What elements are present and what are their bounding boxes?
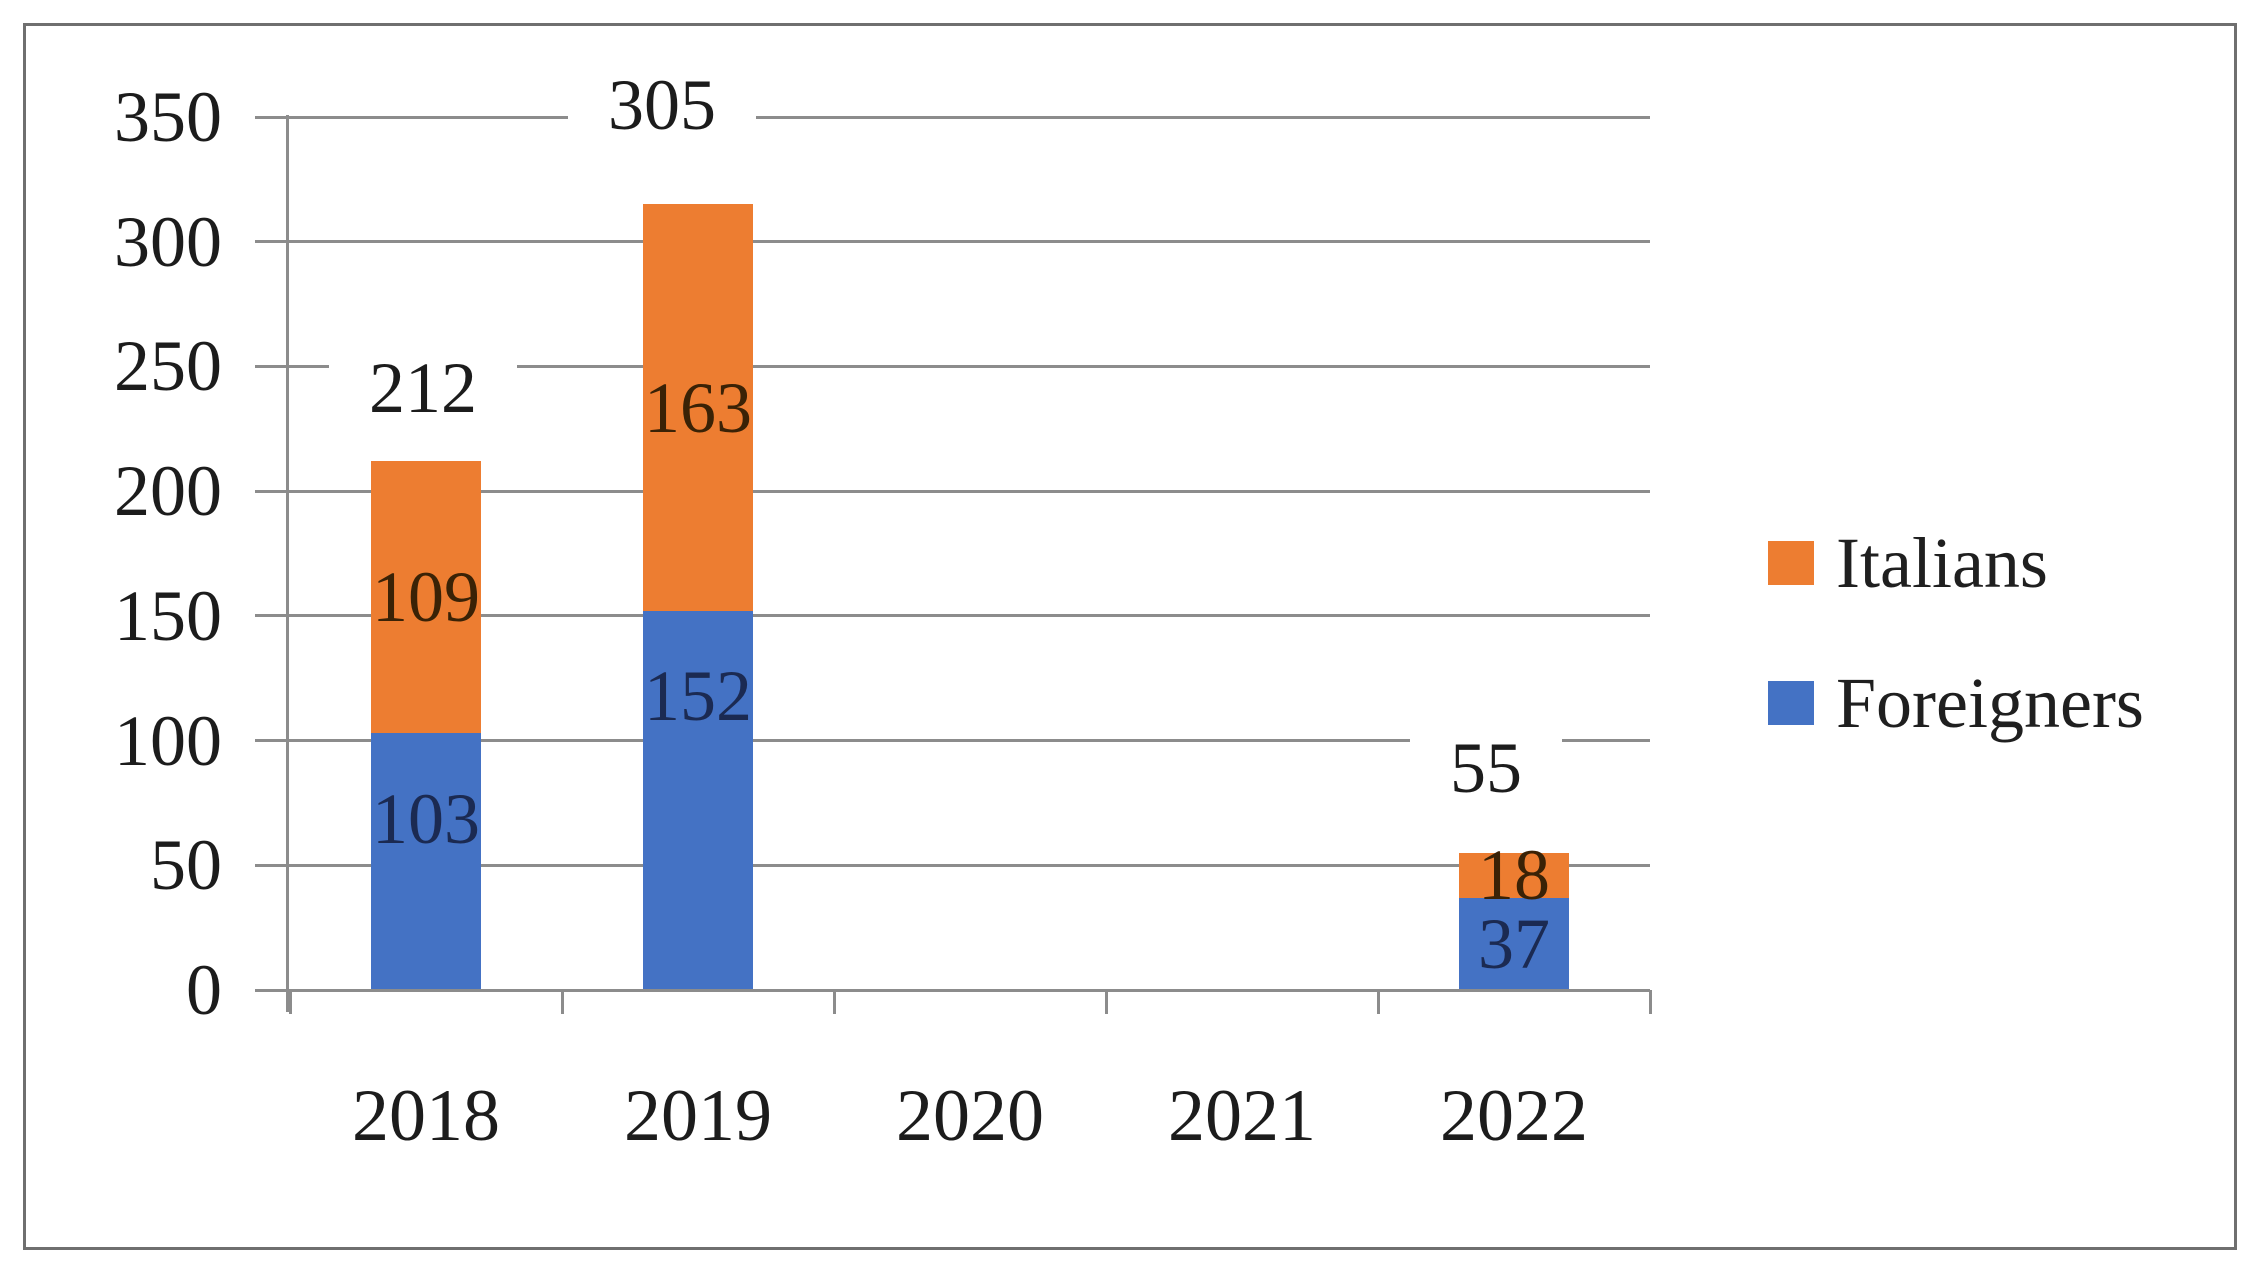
value-label-2019-foreigners: 152	[644, 656, 752, 737]
y-axis-label-100: 100	[114, 700, 222, 781]
bar-2022-foreigners	[1459, 897, 1569, 990]
y-axis-line	[286, 115, 289, 1012]
x-axis-label-2019: 2019	[624, 1075, 772, 1157]
gridline-50	[290, 863, 1650, 867]
y-axis-label-350: 350	[114, 77, 222, 157]
value-label-2019-italians: 163	[644, 367, 752, 448]
gridline-100	[290, 739, 1650, 743]
legend-item-italians: Italians	[1768, 523, 2144, 603]
y-tick-0	[255, 988, 292, 992]
x-tick-2	[832, 990, 836, 1014]
y-tick-200	[255, 489, 292, 493]
x-axis-label-2018: 2018	[352, 1075, 500, 1157]
gridline-300	[290, 240, 1650, 244]
y-tick-100	[255, 739, 292, 743]
gridline-250	[290, 364, 1650, 368]
y-tick-150	[255, 614, 292, 618]
x-tick-5	[1648, 990, 1652, 1014]
bar-2019-italians	[643, 204, 753, 611]
x-tick-4	[1376, 990, 1380, 1014]
x-axis-label-2022: 2022	[1440, 1075, 1588, 1157]
x-tick-1	[560, 990, 564, 1014]
bar-2022-italians	[1459, 852, 1569, 898]
x-tick-0	[288, 990, 292, 1014]
y-axis-label-0: 0	[186, 950, 222, 1030]
value-label-2018-foreigners: 103	[372, 778, 480, 859]
total-label-2022: 55	[1410, 725, 1562, 810]
value-label-2018-italians: 109	[372, 557, 480, 638]
gridline-200	[290, 489, 1650, 493]
y-tick-350	[255, 115, 292, 119]
gridline-150	[290, 614, 1650, 618]
y-axis-label-250: 250	[114, 326, 222, 407]
x-axis-line	[290, 988, 1650, 992]
legend-item-foreigners: Foreigners	[1768, 663, 2144, 743]
y-axis-label-300: 300	[114, 201, 222, 282]
y-axis-label-50: 50	[150, 825, 222, 906]
y-tick-300	[255, 240, 292, 244]
x-axis-label-2021: 2021	[1168, 1075, 1316, 1157]
bar-2018-foreigners	[371, 733, 481, 990]
legend-label-foreigners: Foreigners	[1836, 663, 2144, 743]
total-label-2019: 305	[568, 63, 756, 148]
x-axis-label-2020: 2020	[896, 1075, 1044, 1157]
gridline-350	[290, 115, 1650, 119]
y-tick-250	[255, 364, 292, 368]
italians-swatch-icon	[1768, 541, 1814, 585]
legend: Italians Foreigners	[1768, 523, 2144, 803]
value-label-2022-foreigners: 37	[1478, 903, 1550, 984]
y-axis-label-150: 150	[114, 575, 222, 656]
x-tick-3	[1104, 990, 1108, 1014]
value-label-2022-italians: 18	[1478, 835, 1550, 916]
y-axis-label-200: 200	[114, 451, 222, 532]
foreigners-swatch-icon	[1768, 681, 1814, 725]
bar-2019-foreigners	[643, 610, 753, 990]
total-label-2018: 212	[329, 346, 517, 431]
legend-label-italians: Italians	[1836, 523, 2048, 603]
y-tick-50	[255, 863, 292, 867]
bar-2018-italians	[371, 461, 481, 734]
